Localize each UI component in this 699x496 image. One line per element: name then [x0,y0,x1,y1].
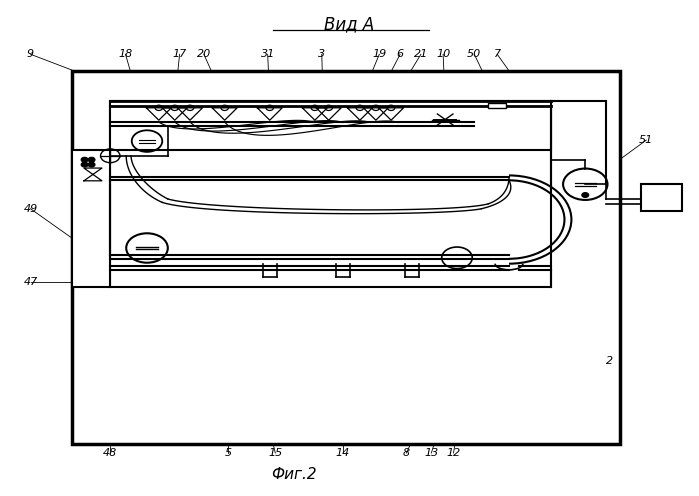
Text: 9: 9 [27,49,34,60]
Text: 20: 20 [196,49,211,60]
Text: Фиг.2: Фиг.2 [271,467,317,482]
Bar [110,101,551,150]
Circle shape [582,192,589,197]
Text: 13: 13 [424,448,438,458]
Text: 2: 2 [606,356,613,366]
Text: 18: 18 [118,49,133,60]
Text: 5: 5 [224,448,231,458]
Text: 51: 51 [639,135,654,145]
Text: 10: 10 [436,49,450,60]
Text: 50: 50 [467,49,482,60]
Text: 12: 12 [447,448,461,458]
Bar [641,184,682,211]
Bar [488,103,505,108]
Text: 6: 6 [396,49,404,60]
Text: 17: 17 [173,49,187,60]
Circle shape [81,162,88,167]
Text: 21: 21 [414,49,428,60]
Text: 8: 8 [403,448,410,458]
Text: 47: 47 [23,277,38,287]
Circle shape [88,157,95,162]
Text: 7: 7 [493,49,500,60]
Circle shape [88,162,95,167]
Bar [72,150,110,287]
Text: 14: 14 [336,448,350,458]
Circle shape [81,157,88,162]
Bar [110,101,551,287]
Bar [72,71,620,444]
Text: 3: 3 [318,49,325,60]
Text: 49: 49 [23,204,38,214]
Text: 31: 31 [261,49,275,60]
Text: Вид А: Вид А [324,16,375,34]
Text: 48: 48 [103,448,117,458]
Text: 19: 19 [372,49,387,60]
Text: 15: 15 [268,448,282,458]
